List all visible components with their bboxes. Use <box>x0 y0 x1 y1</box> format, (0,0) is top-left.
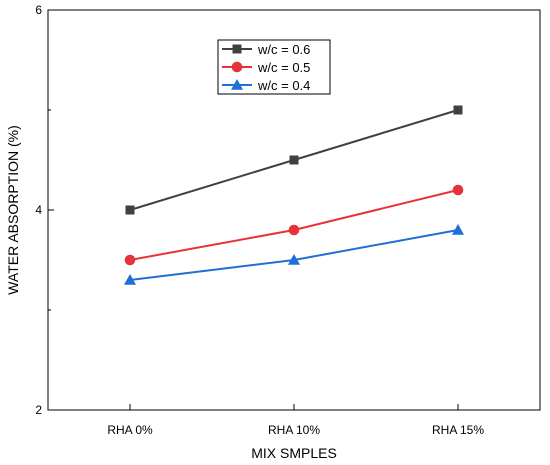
data-point <box>452 184 464 196</box>
x-tick-label: RHA 15% <box>432 423 484 437</box>
data-point <box>125 205 135 215</box>
y-tick-label: 6 <box>35 3 42 17</box>
legend-label: w/c = 0.6 <box>257 42 310 57</box>
data-point <box>289 155 299 165</box>
y-axis: 2 4 6 <box>35 3 54 417</box>
data-point <box>288 254 300 265</box>
series-group <box>124 105 464 285</box>
y-axis-title: WATER ABSORPTION (%) <box>5 125 21 295</box>
legend: w/c = 0.6 w/c = 0.5 w/c = 0.4 <box>217 39 331 95</box>
legend-label: w/c = 0.4 <box>257 78 310 93</box>
data-point <box>452 224 464 235</box>
data-point <box>453 105 463 115</box>
y-tick-label: 2 <box>35 403 42 417</box>
legend-marker <box>231 79 243 90</box>
x-tick-label: RHA 0% <box>107 423 153 437</box>
legend-marker <box>232 44 242 54</box>
data-point <box>288 224 300 236</box>
y-tick-label: 4 <box>35 203 42 217</box>
data-point <box>124 274 136 285</box>
data-point <box>124 254 136 266</box>
legend-label: w/c = 0.5 <box>257 60 310 75</box>
x-axis: RHA 0% RHA 10% RHA 15% <box>107 404 484 437</box>
legend-marker <box>231 61 243 73</box>
x-tick-label: RHA 10% <box>268 423 320 437</box>
x-axis-title: MIX SMPLES <box>251 445 337 461</box>
